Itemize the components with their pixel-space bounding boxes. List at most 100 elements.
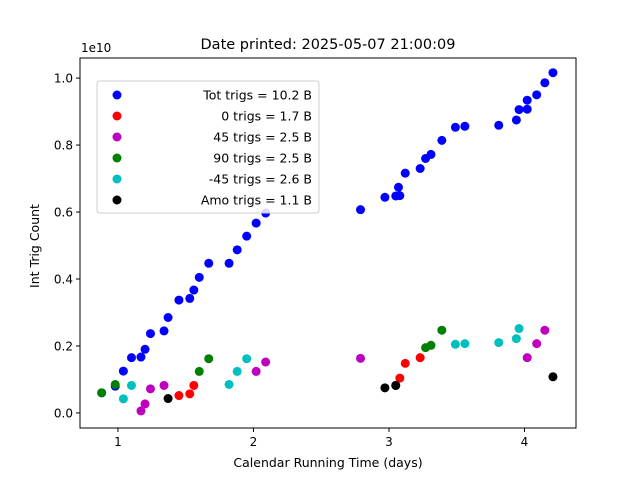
data-point bbox=[400, 168, 410, 178]
data-point bbox=[174, 391, 184, 401]
data-point bbox=[159, 380, 169, 390]
data-point bbox=[242, 231, 252, 241]
legend-label: 45 trigs = 2.5 B bbox=[213, 130, 312, 145]
data-point bbox=[194, 366, 204, 376]
legend-item: 90 trigs = 2.5 B bbox=[112, 151, 312, 166]
data-point bbox=[140, 399, 150, 409]
data-point bbox=[437, 135, 447, 145]
data-point bbox=[189, 380, 199, 390]
y-tick-label: 0.6 bbox=[54, 206, 73, 220]
data-point bbox=[511, 115, 521, 125]
data-point bbox=[224, 379, 234, 389]
legend-item: 45 trigs = 2.5 B bbox=[112, 130, 312, 145]
plot-frame bbox=[79, 57, 577, 429]
data-point bbox=[174, 295, 184, 305]
y-tick-label: 1.0 bbox=[54, 72, 73, 86]
data-point bbox=[356, 205, 366, 215]
data-markers bbox=[97, 68, 558, 416]
data-point bbox=[532, 90, 542, 100]
legend-label: Tot trigs = 10.2 B bbox=[202, 88, 312, 103]
data-point bbox=[204, 354, 214, 364]
series-3 bbox=[97, 325, 447, 398]
x-tick-label: 2 bbox=[250, 435, 258, 449]
legend-marker bbox=[112, 90, 122, 100]
data-point bbox=[415, 163, 425, 173]
y-tick-label: 0.8 bbox=[54, 139, 73, 153]
data-point bbox=[189, 285, 199, 295]
data-point bbox=[511, 334, 521, 344]
series-2 bbox=[136, 325, 550, 416]
data-point bbox=[494, 120, 504, 130]
data-point bbox=[126, 353, 136, 363]
data-point bbox=[185, 293, 195, 303]
data-point bbox=[145, 329, 155, 339]
data-point bbox=[145, 384, 155, 394]
y-tick-label: 0.4 bbox=[54, 272, 73, 286]
data-point bbox=[395, 191, 405, 201]
data-point bbox=[97, 388, 107, 398]
data-point bbox=[136, 352, 146, 362]
data-point bbox=[391, 380, 401, 390]
data-point bbox=[163, 394, 173, 404]
data-point bbox=[185, 389, 195, 399]
data-point bbox=[460, 121, 470, 131]
data-point bbox=[126, 380, 136, 390]
y-tick-label: 0.2 bbox=[54, 339, 73, 353]
data-point bbox=[395, 373, 405, 383]
legend-item: -45 trigs = 2.6 B bbox=[112, 172, 312, 187]
legend-label: 90 trigs = 2.5 B bbox=[213, 151, 312, 166]
data-point bbox=[437, 325, 447, 335]
data-point bbox=[522, 353, 532, 363]
data-point bbox=[494, 338, 504, 348]
legend-item: Amo trigs = 1.1 B bbox=[112, 193, 312, 208]
data-point bbox=[251, 366, 261, 376]
data-point bbox=[356, 353, 366, 363]
data-point bbox=[548, 372, 558, 382]
legend-label: -45 trigs = 2.6 B bbox=[209, 172, 312, 187]
data-point bbox=[204, 258, 214, 268]
data-point bbox=[232, 366, 242, 376]
data-point bbox=[415, 353, 425, 363]
legend-marker bbox=[112, 111, 122, 121]
data-point bbox=[140, 344, 150, 354]
data-point bbox=[380, 192, 390, 202]
legend-box bbox=[96, 80, 320, 214]
legend: Tot trigs = 10.2 B 0 trigs = 1.7 B 45 trig… bbox=[96, 80, 320, 214]
data-point bbox=[136, 406, 146, 416]
data-point bbox=[450, 122, 460, 132]
data-point bbox=[450, 339, 460, 349]
legend-item: 0 trigs = 1.7 B bbox=[112, 109, 312, 124]
series-4 bbox=[118, 324, 524, 404]
data-point bbox=[159, 326, 169, 336]
data-point bbox=[532, 339, 542, 349]
axis-ticks: 1 2 3 4 0.0 0.2 0.4 0.6 0.8 1.0 bbox=[54, 72, 528, 449]
legend-item: Tot trigs = 10.2 B bbox=[112, 88, 312, 103]
legend-label: Amo trigs = 1.1 B bbox=[201, 193, 312, 208]
chart-title: Date printed: 2025-05-07 21:00:09 bbox=[201, 37, 456, 53]
data-point bbox=[540, 78, 550, 88]
legend-marker bbox=[112, 195, 122, 205]
data-point bbox=[118, 394, 128, 404]
data-point bbox=[522, 104, 532, 114]
data-point bbox=[232, 245, 242, 255]
data-point bbox=[110, 379, 120, 389]
data-point bbox=[540, 325, 550, 335]
y-axis-offset-label: 1e10 bbox=[81, 41, 111, 55]
data-point bbox=[514, 105, 524, 115]
x-tick-label: 1 bbox=[114, 435, 122, 449]
data-point bbox=[251, 218, 261, 228]
data-point bbox=[522, 95, 532, 105]
data-point bbox=[548, 68, 558, 78]
data-point bbox=[460, 339, 470, 349]
legend-label: 0 trigs = 1.7 B bbox=[221, 109, 312, 124]
x-axis-label: Calendar Running Time (days) bbox=[233, 455, 422, 470]
legend-marker bbox=[112, 132, 122, 142]
series-5 bbox=[163, 372, 558, 404]
data-point bbox=[426, 340, 436, 350]
data-point bbox=[194, 272, 204, 282]
data-point bbox=[163, 313, 173, 323]
data-point bbox=[393, 182, 403, 192]
data-point bbox=[261, 357, 271, 367]
